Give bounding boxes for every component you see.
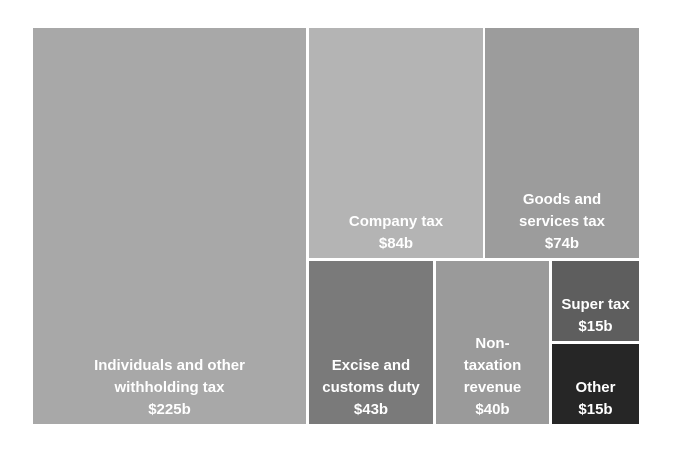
- treemap-tile-other: [552, 344, 639, 424]
- treemap-value-company: $84b: [379, 235, 413, 252]
- treemap-value-excise: $43b: [354, 401, 388, 418]
- treemap-value-individuals: $225b: [148, 401, 191, 418]
- treemap-value-gst: $74b: [545, 235, 579, 252]
- treemap-label-individuals-0: Individuals and other: [94, 357, 245, 374]
- treemap-label-individuals-1: withholding tax: [114, 379, 226, 396]
- treemap-value-other: $15b: [578, 401, 612, 418]
- treemap-label-nontax-1: taxation: [464, 357, 522, 374]
- treemap-tile-super: [552, 261, 639, 341]
- treemap-label-excise-1: customs duty: [322, 379, 420, 396]
- treemap-label-nontax-0: Non-: [475, 335, 509, 352]
- treemap-label-gst-0: Goods and: [523, 191, 601, 208]
- treemap-tile-nontax: [436, 261, 549, 424]
- treemap-label-super-0: Super tax: [561, 296, 630, 313]
- treemap-label-company-0: Company tax: [349, 213, 444, 230]
- treemap-value-super: $15b: [578, 318, 612, 335]
- treemap-tile-excise: [309, 261, 433, 424]
- treemap-cells: Individuals and other withholding tax $225…: [33, 28, 639, 424]
- treemap-label-other-0: Other: [575, 379, 615, 396]
- treemap-label-nontax-2: revenue: [464, 379, 522, 396]
- treemap-tile-gst: [485, 28, 639, 258]
- treemap-tile-company: [309, 28, 483, 258]
- treemap-label-excise-0: Excise and: [332, 357, 410, 374]
- treemap-tile-individuals: [33, 28, 306, 424]
- treemap-value-nontax: $40b: [475, 401, 509, 418]
- treemap-label-gst-1: services tax: [519, 213, 606, 230]
